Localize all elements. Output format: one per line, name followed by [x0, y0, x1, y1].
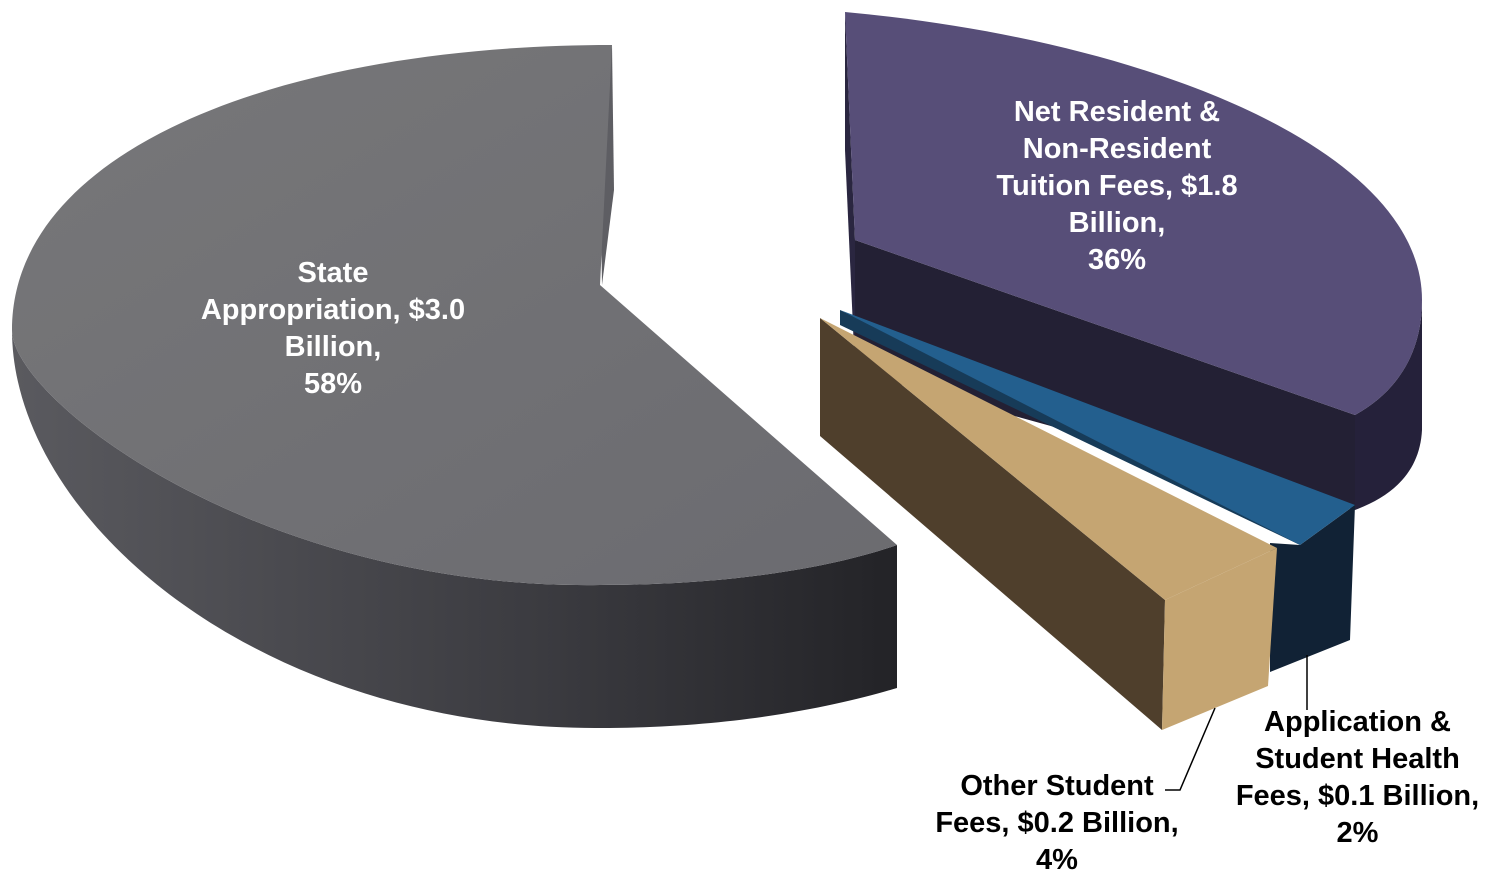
slice-other-student-fees-outer-side	[1162, 548, 1277, 730]
slice-tuition-fees-inner-face	[855, 240, 1355, 510]
label-line: Billion,	[284, 331, 382, 363]
slice-tuition-fees	[845, 12, 1422, 510]
label-line: 4%	[1036, 844, 1078, 876]
slice-application-health-fees-side	[1270, 505, 1355, 672]
label-line: 2%	[1336, 817, 1379, 849]
slice-state-appropriation-side	[12, 330, 897, 729]
leader-line-other-student-fees	[1165, 707, 1216, 791]
label-line: Billion,	[1068, 207, 1166, 239]
label-application-health-fees: Application & Student Health Fees, $0.1 …	[1215, 704, 1500, 852]
slice-tuition-fees-side	[845, 12, 855, 372]
slice-tuition-fees-top	[845, 12, 1422, 415]
label-line: Tuition Fees, $1.8	[996, 170, 1238, 202]
label-line: Fees, $0.2 Billion,	[935, 807, 1179, 839]
slice-state-appropriation-inner-wall	[600, 45, 614, 285]
label-line: 58%	[303, 368, 363, 400]
slice-other-student-fees-top	[820, 318, 1277, 600]
label-line: State	[297, 257, 369, 289]
label-line: Fees, $0.1 Billion,	[1235, 780, 1480, 812]
slice-other-student-fees-inner-face	[820, 318, 1165, 730]
label-line: Appropriation, $3.0	[200, 294, 466, 326]
slice-other-student-fees	[820, 318, 1277, 730]
label-tuition-fees: Net Resident & Non-Resident Tuition Fees…	[967, 94, 1267, 279]
slice-state-appropriation	[12, 45, 897, 729]
slice-tuition-fees-outer-side	[1355, 300, 1422, 510]
label-other-student-fees: Other Student Fees, $0.2 Billion, 4%	[912, 768, 1202, 879]
label-line: Application &	[1264, 706, 1451, 738]
label-line: Non-Resident	[1022, 133, 1212, 165]
slice-application-health-fees-top	[840, 310, 1355, 545]
slice-state-appropriation-top	[12, 45, 897, 586]
label-line: 36%	[1087, 244, 1147, 276]
label-state-appropriation: State Appropriation, $3.0 Billion, 58%	[178, 255, 488, 403]
label-line: Student Health	[1255, 743, 1460, 775]
slice-application-health-fees	[840, 310, 1355, 672]
label-line: Net Resident &	[1013, 96, 1221, 128]
label-line: Other Student	[960, 770, 1154, 802]
